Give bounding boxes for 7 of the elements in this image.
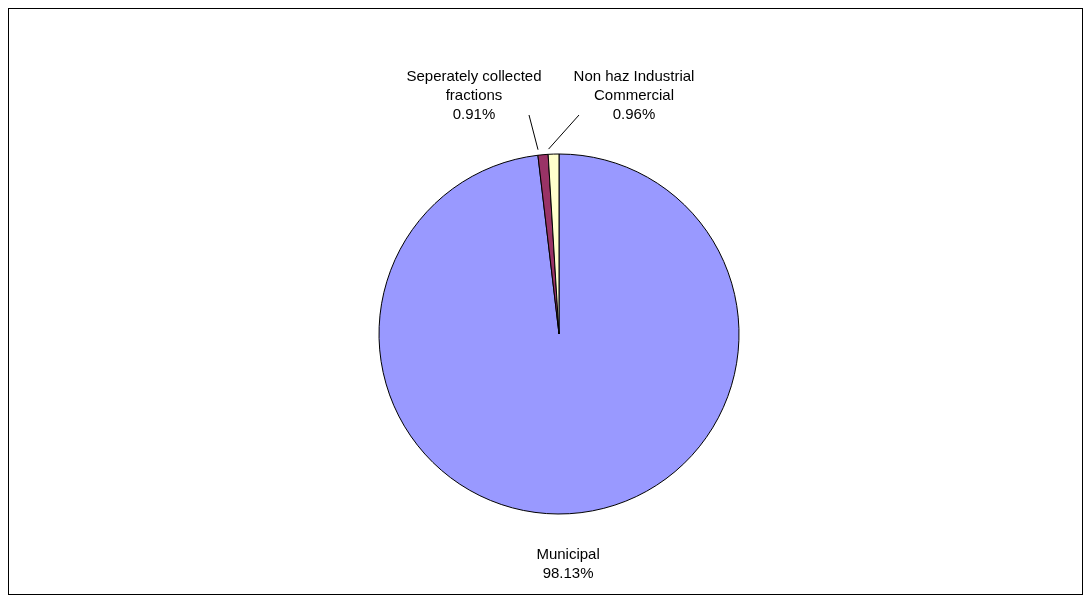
- slice-label: Seperately collected fractions: [406, 67, 542, 103]
- data-label: 0.91%: [452, 105, 496, 122]
- data-label: 0.96%: [612, 105, 656, 122]
- pie-slice: [378, 153, 740, 515]
- slice-label: Municipal: [536, 544, 600, 562]
- data-label: 98.13%: [542, 563, 594, 581]
- slice-label: Non haz Industrial Commercial: [573, 67, 695, 103]
